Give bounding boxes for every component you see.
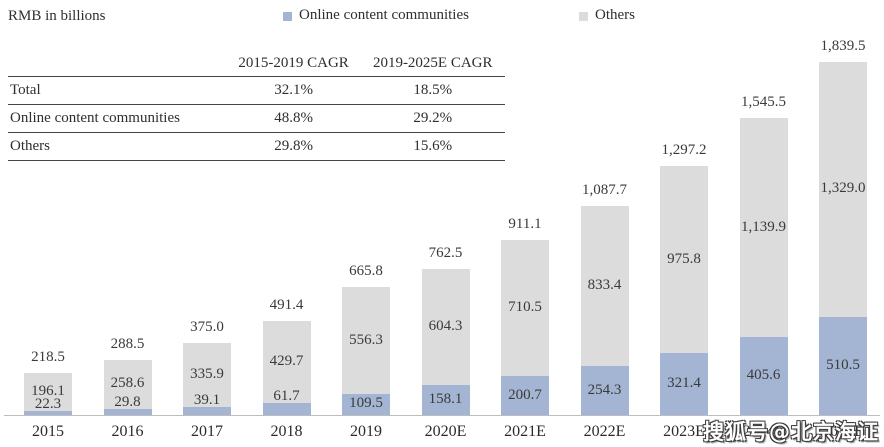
legend-item-others: Others (579, 7, 635, 24)
bar-others-label: 604.3 (428, 317, 463, 334)
bar-total-label: 665.8 (349, 263, 383, 280)
bar-segment-others (660, 165, 708, 354)
row-label: Total (8, 76, 227, 105)
x-axis-label: 2019 (350, 423, 382, 440)
bar-total-label: 375.0 (190, 319, 224, 335)
bar-others-label: 429.7 (269, 352, 304, 369)
bar-online-label: 22.3 (34, 395, 62, 412)
cagr-value: 18.5% (360, 76, 505, 105)
bar-online-label: 405.6 (746, 367, 781, 384)
bar-segment-online (501, 376, 549, 415)
legend-swatch-others-icon (579, 12, 588, 21)
x-axis-label: 2015 (32, 423, 64, 440)
bar-online-label: 158.1 (428, 390, 463, 407)
x-axis-label: 2018 (270, 423, 303, 440)
watermark: 搜狐号@北京海证 (703, 420, 879, 444)
bar-others-label: 833.4 (587, 277, 622, 294)
bar-segment-online (183, 407, 231, 415)
bar-segment-others (819, 61, 867, 317)
bar-segment-online (24, 410, 72, 415)
bar-segment-online (739, 337, 788, 415)
cagr-header-2015-2019: 2015-2019 CAGR (226, 54, 361, 77)
x-axis-label: 2022E (583, 423, 626, 440)
chart-title: RMB in billions (8, 8, 106, 24)
bar-others-label: 196.1 (31, 382, 65, 399)
x-axis-label: 2017 (191, 423, 223, 440)
bar-total-label: 1,087.7 (582, 182, 627, 199)
bar-segment-others (739, 118, 788, 338)
x-axis-label: 2021E (504, 423, 546, 440)
bar-online-label: 61.7 (273, 388, 300, 405)
bar-others-label: 335.9 (190, 366, 224, 383)
bar-online-label: 254.3 (587, 381, 622, 398)
bar-online-label: 109.5 (349, 395, 383, 412)
x-axis-label: 2025E (822, 423, 864, 440)
bar-online-label: 29.8 (114, 394, 141, 411)
bar-segment-online (103, 409, 152, 415)
bar-total-label: 1,545.5 (741, 94, 786, 111)
bar-segment-online (819, 316, 867, 415)
bar-online-label: 39.1 (193, 392, 221, 409)
cagr-value: 29.8% (226, 132, 361, 161)
bar-segment-online (262, 403, 311, 415)
bar-segment-others (103, 359, 152, 410)
bar-segment-others (580, 206, 629, 367)
bar-online-label: 321.4 (667, 375, 701, 392)
bar-others-label: 1,329.0 (820, 180, 866, 197)
bar-online-label: 200.7 (508, 386, 542, 403)
bar-segment-online (342, 393, 390, 415)
bar-segment-others (183, 343, 231, 408)
bar-others-label: 710.5 (508, 299, 542, 316)
cagr-header-2019-2025e: 2019-2025E CAGR (360, 54, 505, 77)
bar-total-label: 762.5 (428, 244, 463, 261)
bar-segment-others (24, 373, 72, 411)
cagr-value: 15.6% (360, 132, 505, 161)
cagr-value: 48.8% (226, 104, 361, 133)
bar-others-label: 258.6 (110, 375, 145, 392)
table-row: Others 29.8% 15.6% (8, 132, 505, 161)
legend-swatch-online-icon (283, 12, 292, 21)
x-axis-label: 2016 (111, 423, 144, 440)
bar-others-label: 1,139.9 (741, 218, 786, 235)
table-row: Online content communities 48.8% 29.2% (8, 104, 505, 133)
bar-segment-others (262, 320, 311, 404)
legend-item-online: Online content communities (283, 7, 469, 24)
table-row: Total 32.1% 18.5% (8, 76, 505, 105)
row-label: Online content communities (8, 104, 227, 133)
bar-segment-online (421, 384, 470, 415)
legend-label-others: Others (595, 7, 635, 23)
cagr-table-header-row: 2015-2019 CAGR 2019-2025E CAGR (8, 54, 505, 77)
bar-total-label: 911.1 (508, 216, 542, 233)
bar-total-label: 1,297.2 (661, 141, 707, 158)
bar-total-label: 491.4 (269, 296, 304, 313)
cagr-value: 29.2% (360, 104, 505, 133)
cagr-header-blank (8, 54, 227, 77)
cagr-value: 32.1% (226, 76, 361, 105)
bar-segment-others (421, 268, 470, 385)
x-axis-label: 2020E (424, 423, 467, 440)
legend-label-online: Online content communities (299, 7, 469, 23)
bar-total-label: 218.5 (31, 349, 65, 366)
bar-online-label: 510.5 (826, 356, 860, 373)
x-axis-line (4, 415, 880, 416)
cagr-table: 2015-2019 CAGR 2019-2025E CAGR Total 32.1… (8, 54, 505, 161)
bar-others-label: 975.8 (667, 250, 701, 267)
x-axis-label: 2024E (742, 423, 785, 440)
row-label: Others (8, 132, 227, 161)
bar-segment-online (660, 353, 708, 415)
x-axis-label: 2023E (663, 423, 705, 440)
bar-total-label: 288.5 (110, 335, 145, 352)
bar-segment-others (342, 287, 390, 394)
bar-others-label: 556.3 (349, 331, 383, 348)
bar-total-label: 1,839.5 (820, 37, 866, 54)
bar-segment-online (580, 366, 629, 415)
bar-segment-others (501, 240, 549, 377)
